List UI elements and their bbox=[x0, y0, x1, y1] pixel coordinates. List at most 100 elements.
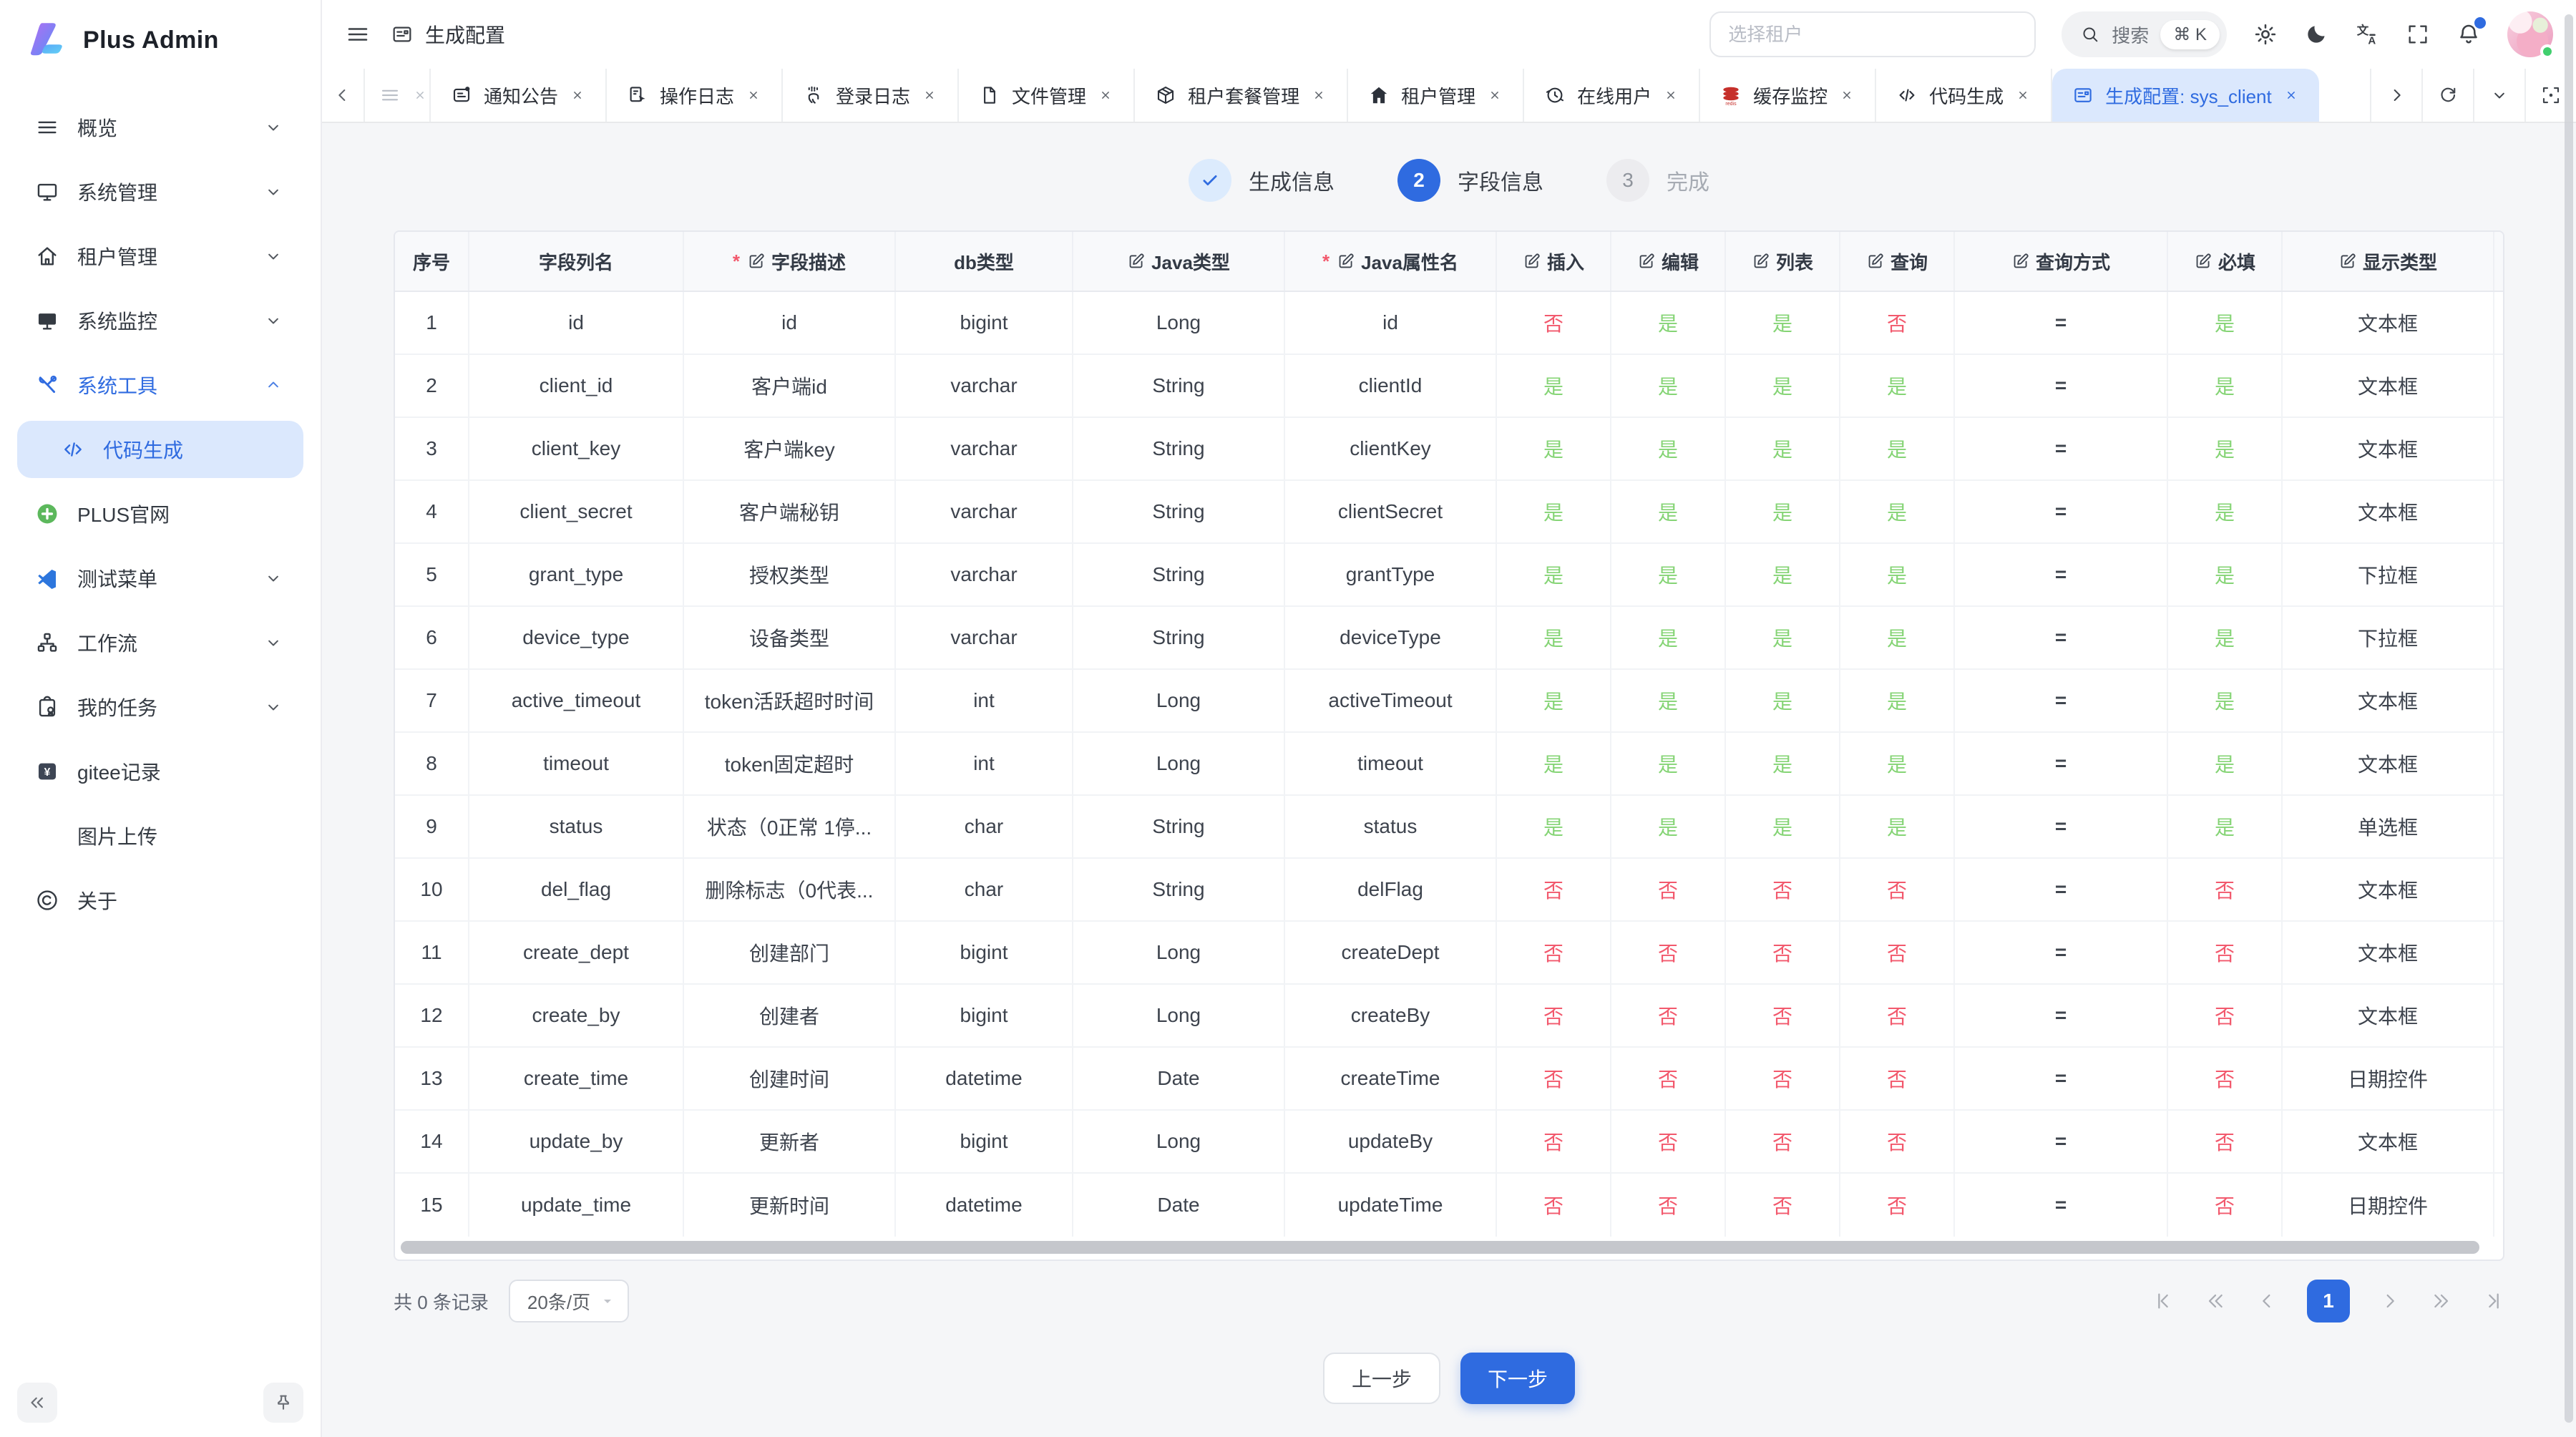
cell-r15-c7[interactable]: 否 bbox=[1497, 1174, 1611, 1237]
close-icon[interactable] bbox=[1311, 87, 1327, 103]
cell-r1-c9[interactable]: 是 bbox=[1726, 292, 1840, 354]
cell-r6-c8[interactable]: 是 bbox=[1611, 607, 1726, 668]
sidebar-item-plus-site[interactable]: PLUS官网 bbox=[17, 485, 303, 542]
cell-r6-c11[interactable]: = bbox=[1955, 607, 2168, 668]
cell-r12-c12[interactable]: 否 bbox=[2168, 985, 2283, 1046]
cell-r8-c5[interactable]: Long bbox=[1073, 733, 1285, 794]
cell-r4-c7[interactable]: 是 bbox=[1497, 481, 1611, 542]
cell-r6-c5[interactable]: String bbox=[1073, 607, 1285, 668]
cell-r13-c6[interactable]: createTime bbox=[1285, 1048, 1497, 1109]
sidebar-item-system-management[interactable]: 系统管理 bbox=[17, 163, 303, 220]
cell-r12-c7[interactable]: 否 bbox=[1497, 985, 1611, 1046]
cell-r11-c6[interactable]: createDept bbox=[1285, 922, 1497, 983]
cell-r5-c11[interactable]: = bbox=[1955, 544, 2168, 605]
cell-r5-c3[interactable]: 授权类型 bbox=[684, 544, 896, 605]
cell-r15-c5[interactable]: Date bbox=[1073, 1174, 1285, 1237]
cell-r1-c13[interactable]: 文本框 bbox=[2283, 292, 2494, 354]
menu-toggle-button[interactable] bbox=[345, 21, 371, 47]
cell-r3-c5[interactable]: String bbox=[1073, 418, 1285, 479]
sidebar-item-tenant-management[interactable]: 租户管理 bbox=[17, 228, 303, 285]
cell-r5-c13[interactable]: 下拉框 bbox=[2283, 544, 2494, 605]
cell-r11-c8[interactable]: 否 bbox=[1611, 922, 1726, 983]
cell-r11-c13[interactable]: 文本框 bbox=[2283, 922, 2494, 983]
cell-r7-c12[interactable]: 是 bbox=[2168, 670, 2283, 731]
cell-r1-c11[interactable]: = bbox=[1955, 292, 2168, 354]
cell-r14-c5[interactable]: Long bbox=[1073, 1111, 1285, 1172]
next-page-button[interactable] bbox=[2379, 1290, 2401, 1312]
cell-r1-c5[interactable]: Long bbox=[1073, 292, 1285, 354]
close-icon[interactable] bbox=[570, 87, 585, 103]
cell-r9-c7[interactable]: 是 bbox=[1497, 796, 1611, 857]
cell-r4-c13[interactable]: 文本框 bbox=[2283, 481, 2494, 542]
sidebar-item-code-generation[interactable]: 代码生成 bbox=[17, 421, 303, 478]
cell-r7-c8[interactable]: 是 bbox=[1611, 670, 1726, 731]
bell-icon[interactable] bbox=[2456, 17, 2486, 47]
horizontal-scrollbar-thumb[interactable] bbox=[401, 1241, 2479, 1254]
cell-r2-c8[interactable]: 是 bbox=[1611, 355, 1726, 417]
cell-r9-c10[interactable]: 是 bbox=[1840, 796, 1955, 857]
cell-r3-c6[interactable]: clientKey bbox=[1285, 418, 1497, 479]
cell-r14-c8[interactable]: 否 bbox=[1611, 1111, 1726, 1172]
cell-r2-c5[interactable]: String bbox=[1073, 355, 1285, 417]
cell-r11-c12[interactable]: 否 bbox=[2168, 922, 2283, 983]
cell-r10-c10[interactable]: 否 bbox=[1840, 859, 1955, 920]
prev-page-button[interactable] bbox=[2255, 1290, 2278, 1312]
cell-r8-c10[interactable]: 是 bbox=[1840, 733, 1955, 794]
tab-cache-monitor[interactable]: redis 缓存监控 bbox=[1700, 69, 1877, 122]
cell-r14-c12[interactable]: 否 bbox=[2168, 1111, 2283, 1172]
sidebar-item-about[interactable]: 关于 bbox=[17, 872, 303, 929]
cell-r10-c9[interactable]: 否 bbox=[1726, 859, 1840, 920]
cell-r10-c5[interactable]: String bbox=[1073, 859, 1285, 920]
tab-login-log[interactable]: 登录日志 bbox=[783, 69, 960, 122]
cell-r8-c7[interactable]: 是 bbox=[1497, 733, 1611, 794]
cell-r7-c9[interactable]: 是 bbox=[1726, 670, 1840, 731]
cell-r6-c6[interactable]: deviceType bbox=[1285, 607, 1497, 668]
close-icon[interactable] bbox=[2283, 87, 2299, 103]
cell-r10-c11[interactable]: = bbox=[1955, 859, 2168, 920]
sidebar-collapse-button[interactable] bbox=[17, 1383, 57, 1423]
cell-r4-c12[interactable]: 是 bbox=[2168, 481, 2283, 542]
cell-r5-c8[interactable]: 是 bbox=[1611, 544, 1726, 605]
cell-r2-c13[interactable]: 文本框 bbox=[2283, 355, 2494, 417]
cell-r9-c13[interactable]: 单选框 bbox=[2283, 796, 2494, 857]
cell-r9-c11[interactable]: = bbox=[1955, 796, 2168, 857]
cell-r5-c5[interactable]: String bbox=[1073, 544, 1285, 605]
cell-r8-c6[interactable]: timeout bbox=[1285, 733, 1497, 794]
sidebar-pin-button[interactable] bbox=[263, 1383, 303, 1423]
cell-r3-c11[interactable]: = bbox=[1955, 418, 2168, 479]
cell-r11-c10[interactable]: 否 bbox=[1840, 922, 1955, 983]
cell-r11-c7[interactable]: 否 bbox=[1497, 922, 1611, 983]
cell-r4-c8[interactable]: 是 bbox=[1611, 481, 1726, 542]
cell-r12-c3[interactable]: 创建者 bbox=[684, 985, 896, 1046]
tenant-select-input[interactable] bbox=[1709, 11, 2036, 57]
sidebar-item-test-menu[interactable]: 测试菜单 bbox=[17, 550, 303, 607]
close-icon[interactable] bbox=[746, 87, 761, 103]
cell-r5-c12[interactable]: 是 bbox=[2168, 544, 2283, 605]
cell-r4-c5[interactable]: String bbox=[1073, 481, 1285, 542]
cell-r1-c10[interactable]: 否 bbox=[1840, 292, 1955, 354]
cell-r7-c5[interactable]: Long bbox=[1073, 670, 1285, 731]
cell-r7-c10[interactable]: 是 bbox=[1840, 670, 1955, 731]
cell-r3-c8[interactable]: 是 bbox=[1611, 418, 1726, 479]
cell-r12-c10[interactable]: 否 bbox=[1840, 985, 1955, 1046]
close-icon[interactable] bbox=[1663, 87, 1679, 103]
next-step-button[interactable]: 下一步 bbox=[1460, 1353, 1576, 1404]
cell-r6-c7[interactable]: 是 bbox=[1497, 607, 1611, 668]
cell-r2-c12[interactable]: 是 bbox=[2168, 355, 2283, 417]
tab-file-management[interactable]: 文件管理 bbox=[959, 69, 1136, 122]
cell-r9-c5[interactable]: String bbox=[1073, 796, 1285, 857]
cell-r15-c12[interactable]: 否 bbox=[2168, 1174, 2283, 1237]
cell-r4-c3[interactable]: 客户端秘钥 bbox=[684, 481, 896, 542]
close-icon[interactable] bbox=[1487, 87, 1503, 103]
tab-tenant-management[interactable]: 租户管理 bbox=[1348, 69, 1525, 122]
avatar[interactable] bbox=[2507, 11, 2555, 59]
sidebar-item-workflow[interactable]: 工作流 bbox=[17, 614, 303, 671]
sidebar-item-gitee-log[interactable]: ¥ gitee记录 bbox=[17, 743, 303, 800]
jump-back-button[interactable] bbox=[2204, 1290, 2227, 1312]
cell-r12-c8[interactable]: 否 bbox=[1611, 985, 1726, 1046]
cell-r15-c10[interactable]: 否 bbox=[1840, 1174, 1955, 1237]
dark-mode-icon[interactable] bbox=[2304, 22, 2328, 47]
sidebar-item-system-tools[interactable]: 系统工具 bbox=[17, 356, 303, 414]
cell-r12-c6[interactable]: createBy bbox=[1285, 985, 1497, 1046]
global-search[interactable]: 搜索 ⌘ K bbox=[2062, 11, 2227, 57]
